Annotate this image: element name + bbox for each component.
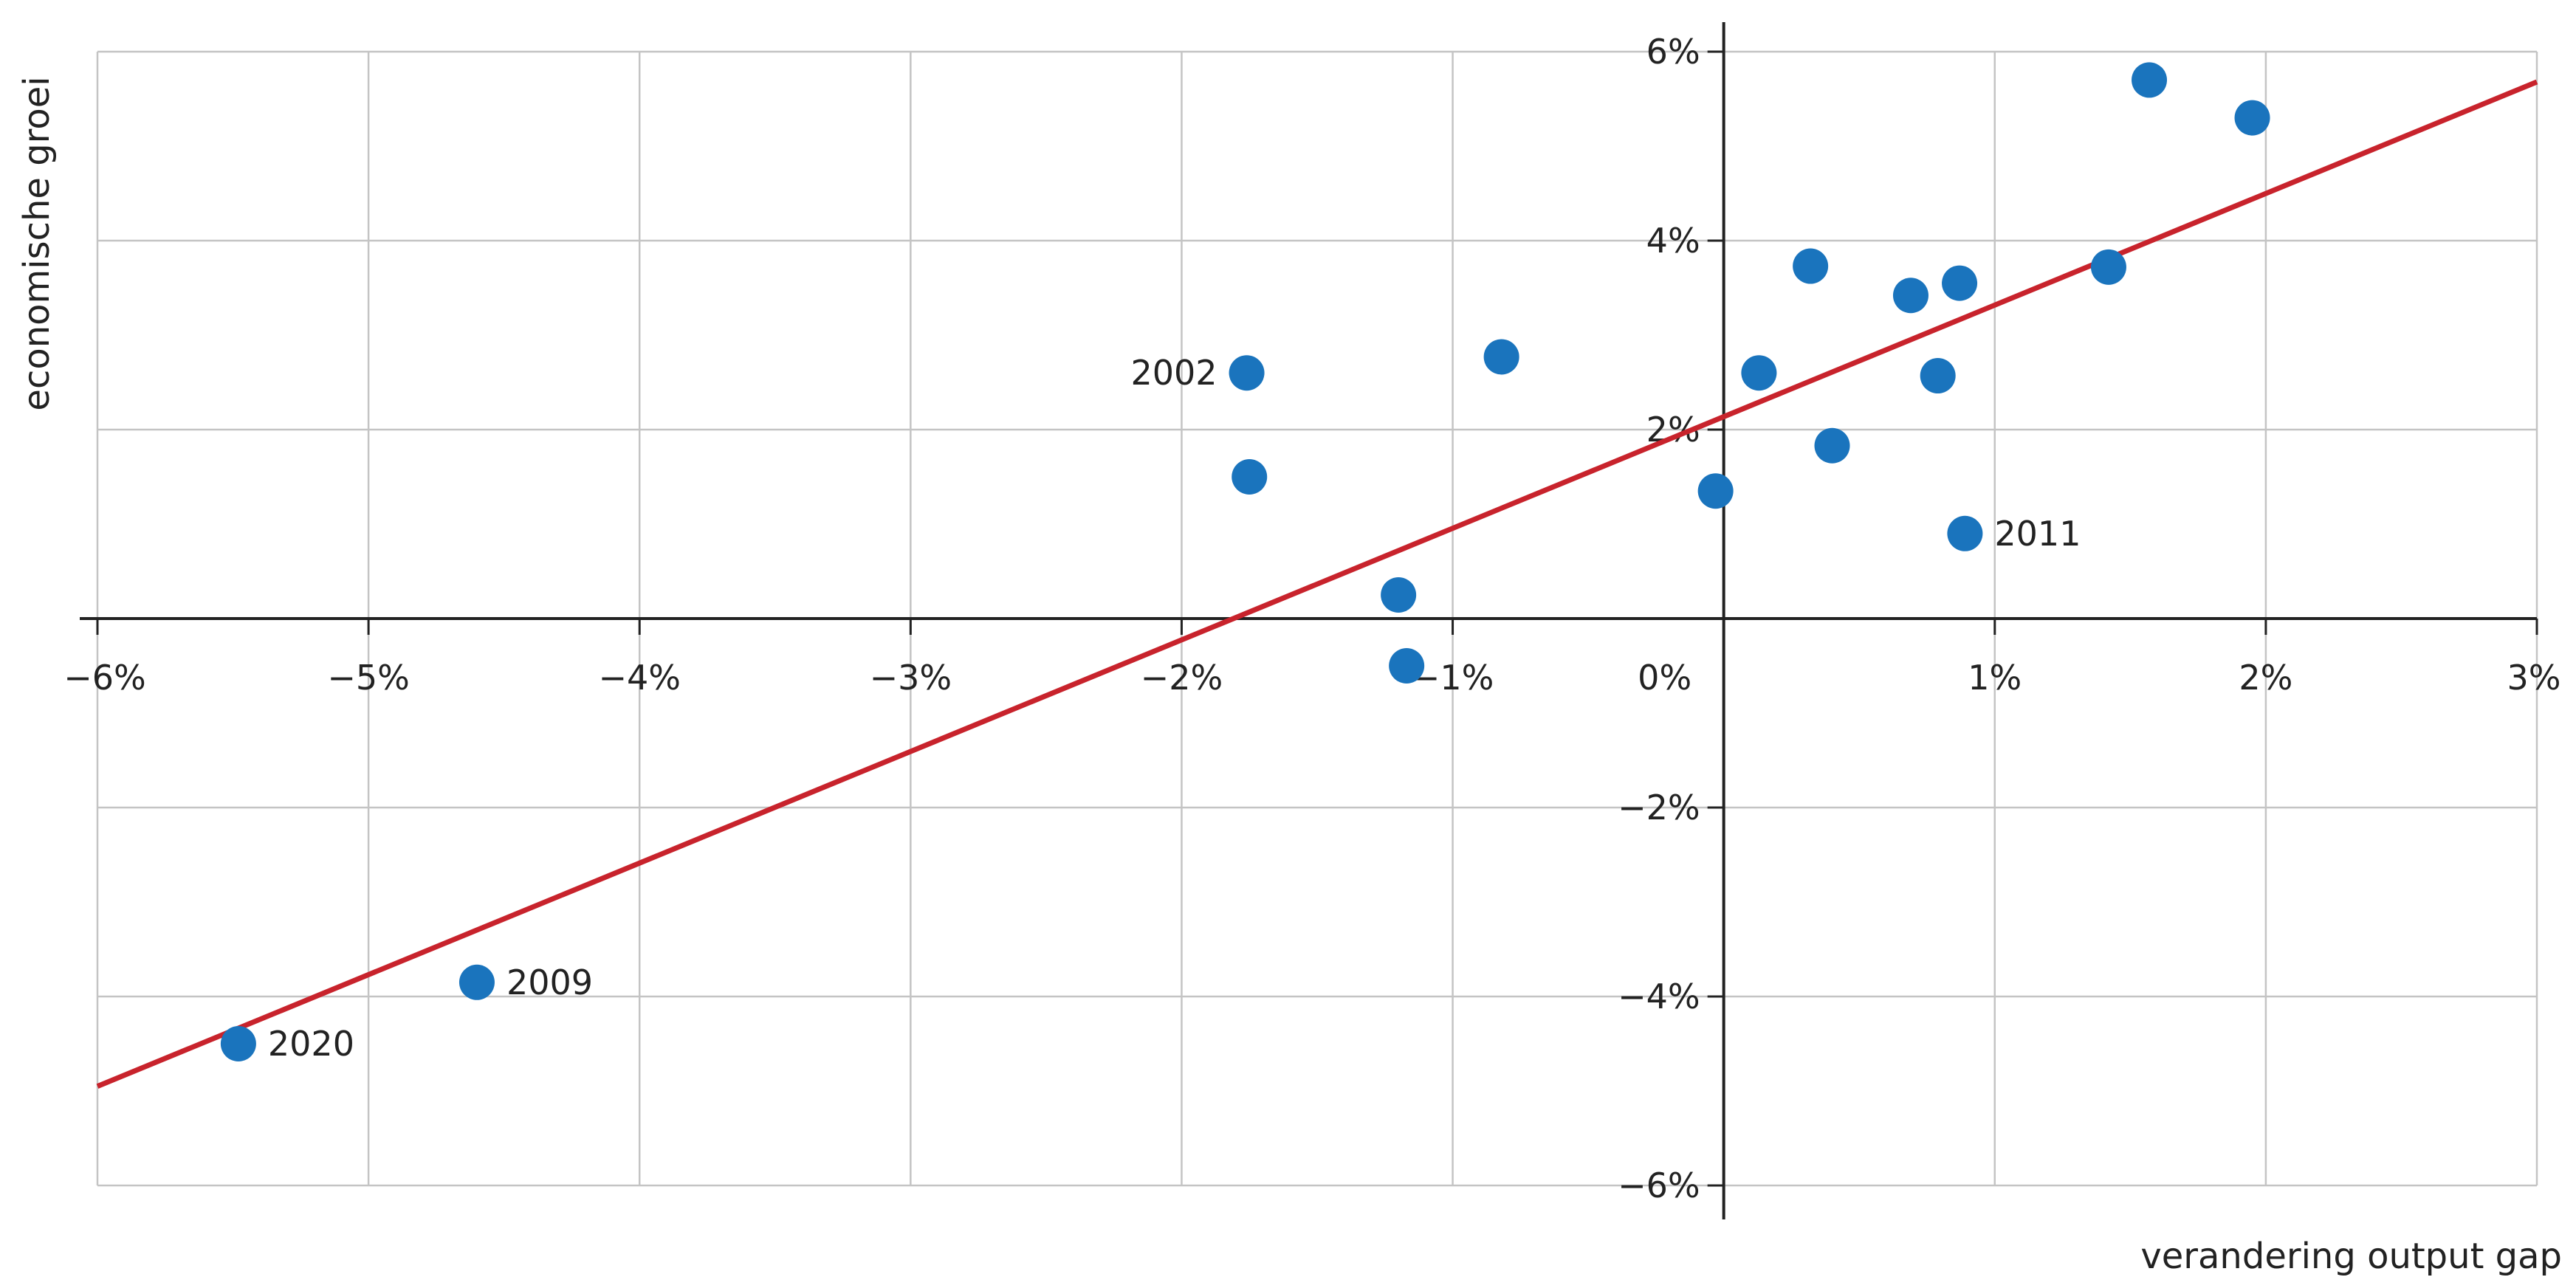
- x-tick-label: −1%: [1412, 658, 1494, 698]
- data-point: [1232, 459, 1268, 495]
- data-point: [1892, 278, 1928, 314]
- y-tick-labels: 6%4%2%−2%−4%−6%: [1618, 32, 1700, 1205]
- x-tick-label: −6%: [63, 658, 146, 698]
- data-points: [220, 62, 2270, 1061]
- y-axis-title: economische groei: [16, 76, 58, 410]
- x-tick-label: 1%: [1968, 658, 2022, 698]
- x-tick-label: −5%: [327, 658, 410, 698]
- data-point: [1793, 248, 1829, 284]
- point-labels: 2020 2009 2002 2011: [268, 353, 2081, 1064]
- x-tick-label: −4%: [598, 658, 681, 698]
- data-point: [1381, 577, 1417, 613]
- trendline: [96, 79, 2538, 1089]
- y-tick-label: −4%: [1618, 977, 1700, 1016]
- data-point: [2132, 62, 2168, 98]
- data-point: [220, 1026, 256, 1061]
- data-point: [2234, 100, 2270, 136]
- axes: [80, 22, 2538, 1219]
- x-tick-label: −3%: [870, 658, 952, 698]
- trendline-group: [96, 79, 2538, 1089]
- point-label: 2011: [1994, 514, 2081, 554]
- x-axis-title: verandering output gap: [2140, 1236, 2562, 1277]
- data-point: [1947, 515, 1983, 551]
- x-tick-label: 0%: [1638, 658, 1691, 698]
- data-point: [2090, 249, 2126, 285]
- data-point: [1697, 473, 1734, 509]
- data-point: [1920, 358, 1956, 394]
- data-point: [1814, 427, 1850, 464]
- data-point: [1942, 265, 1978, 301]
- x-tick-label: 2%: [2239, 658, 2292, 698]
- point-label: 2009: [506, 963, 593, 1002]
- data-point: [1483, 339, 1519, 375]
- y-tick-label: 4%: [1646, 221, 1700, 261]
- x-tick-label: 3%: [2507, 658, 2561, 698]
- data-point: [1741, 355, 1777, 391]
- y-tick-label: −6%: [1618, 1166, 1700, 1205]
- data-point: [1389, 648, 1425, 684]
- y-tick-label: 6%: [1646, 32, 1700, 72]
- data-point: [458, 964, 495, 1000]
- x-tick-label: −2%: [1141, 658, 1223, 698]
- data-point: [1229, 355, 1265, 391]
- point-label: 2020: [268, 1024, 354, 1064]
- x-tick-labels: −6% −5% −4% −3% −2% −1% 0% 1% 2% 3%: [63, 658, 2560, 698]
- y-tick-label: −2%: [1618, 788, 1700, 827]
- point-label: 2002: [1130, 353, 1217, 393]
